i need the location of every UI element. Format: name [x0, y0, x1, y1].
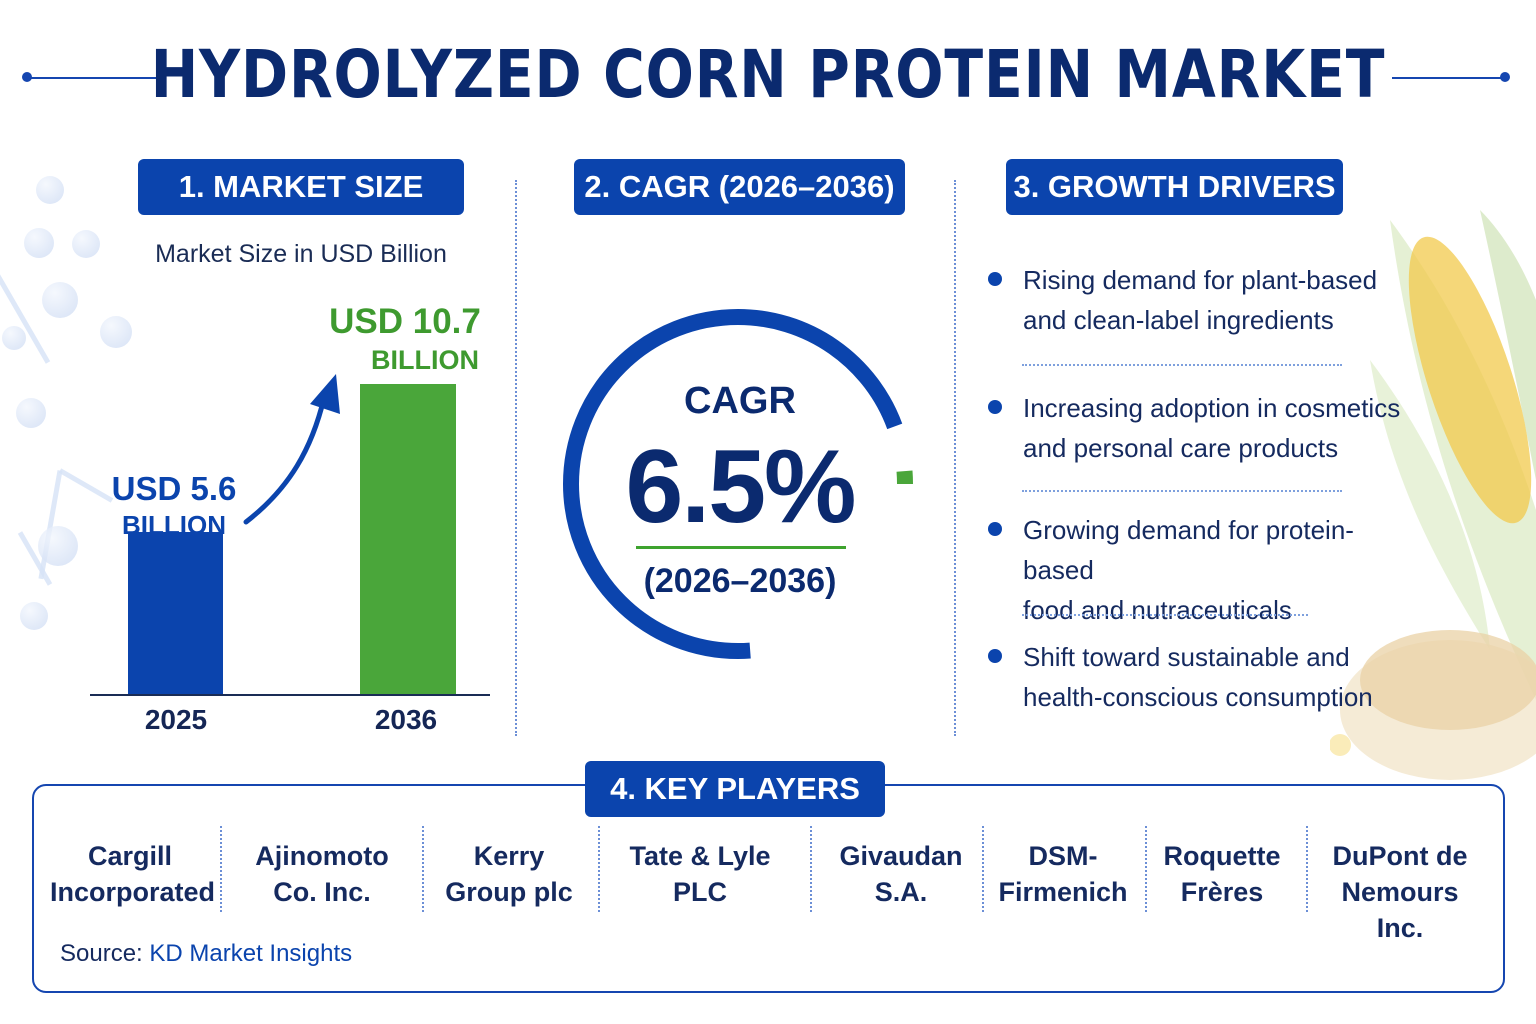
key-player-name: Givaudan S.A. — [828, 838, 974, 910]
driver-line: and personal care products — [1023, 433, 1339, 463]
key-players-panel — [32, 784, 1505, 993]
cagr-ring-primary-arc — [563, 309, 913, 659]
key-player-line: DSM- — [1028, 841, 1098, 871]
chart-subtitle: Market Size in USD Billion — [155, 240, 447, 268]
driver-line: health-conscious consumption — [1023, 682, 1373, 712]
molecule-decoration — [0, 170, 140, 640]
key-player-line: Co. Inc. — [273, 877, 371, 907]
section-header-market-size: 1. MARKET SIZE — [138, 159, 464, 215]
key-player-line: Givaudan — [839, 841, 963, 871]
key-player-divider — [598, 826, 600, 912]
driver-item: Rising demand for plant-based and clean-l… — [986, 260, 1426, 342]
x-axis-line — [90, 694, 490, 696]
key-player-name: Ajinomoto Co. Inc. — [240, 838, 404, 910]
bar-data-label-2036: USD 10.7 BILLION — [320, 300, 490, 378]
key-player-line: Tate & Lyle — [629, 841, 771, 871]
key-player-line: Ajinomoto — [255, 841, 389, 871]
key-player-line: Incorporated — [50, 877, 216, 907]
bar-label-value: USD 5.6 — [111, 470, 237, 507]
page-title: HYDROLYZED CORN PROTEIN MARKET — [150, 36, 1386, 113]
driver-line: and clean-label ingredients — [1023, 305, 1334, 335]
key-player-line: Roquette — [1163, 841, 1281, 871]
key-player-divider — [1145, 826, 1147, 912]
key-player-divider — [810, 826, 812, 912]
source-value: KD Market Insights — [149, 940, 353, 967]
driver-item: Increasing adoption in cosmetics and pers… — [986, 388, 1426, 470]
bullet-icon — [988, 272, 1002, 286]
key-player-name: DuPont de Nemours Inc. — [1316, 838, 1484, 946]
column-divider — [954, 180, 956, 736]
driver-separator — [1022, 364, 1342, 366]
cagr-ring — [563, 309, 913, 659]
cagr-underline — [636, 546, 846, 549]
key-player-line: Frères — [1180, 877, 1264, 907]
source-label: Source: — [60, 940, 143, 967]
key-player-divider — [982, 826, 984, 912]
driver-line: Shift toward sustainable and — [1023, 642, 1350, 672]
source-note: Source: KD Market Insights — [60, 940, 352, 968]
bullet-icon — [988, 649, 1002, 663]
cagr-ring-accent-arc — [563, 309, 913, 659]
key-player-line: Kerry — [473, 841, 545, 871]
driver-item: Growing demand for protein-based food and… — [986, 510, 1426, 625]
x-tick-label-2025: 2025 — [144, 704, 208, 735]
growth-arrow-icon — [243, 374, 340, 525]
key-player-line: S.A. — [874, 877, 928, 907]
bar-label-value: USD 10.7 — [329, 302, 481, 341]
cagr-period: (2026–2036) — [643, 562, 837, 600]
title-left-dot — [22, 72, 32, 82]
title-right-dot — [1500, 72, 1510, 82]
bar-data-label-2025: USD 5.6 BILLION — [94, 468, 254, 542]
bar-2036 — [360, 384, 456, 694]
key-player-name: DSM- Firmenich — [992, 838, 1134, 910]
key-player-line: Cargill — [87, 841, 173, 871]
key-player-line: PLC — [673, 877, 727, 907]
key-player-name: Kerry Group plc — [430, 838, 588, 910]
cagr-label: CAGR — [684, 380, 796, 422]
column-divider — [515, 180, 517, 736]
title-right-line — [1392, 77, 1504, 79]
driver-line: Growing demand for protein-based — [1023, 515, 1354, 585]
bullet-icon — [988, 522, 1002, 536]
key-player-line: Nemours Inc. — [1341, 877, 1459, 943]
driver-item: Shift toward sustainable and health-consc… — [986, 637, 1426, 719]
key-player-line: Firmenich — [998, 877, 1128, 907]
driver-line: Increasing adoption in cosmetics — [1023, 393, 1401, 423]
bullet-icon — [988, 400, 1002, 414]
corn-illustration — [1330, 210, 1536, 780]
driver-line: Rising demand for plant-based — [1023, 265, 1378, 295]
key-player-divider — [1306, 826, 1308, 912]
section-header-growth-drivers: 3. GROWTH DRIVERS — [1006, 159, 1343, 215]
key-player-name: Roquette Frères — [1150, 838, 1294, 910]
x-tick-label-2036: 2036 — [374, 704, 438, 735]
driver-separator — [1022, 614, 1308, 616]
section-header-cagr: 2. CAGR (2026–2036) — [574, 159, 905, 215]
cagr-value: 6.5% — [625, 429, 856, 545]
driver-separator — [1022, 490, 1342, 492]
key-player-divider — [422, 826, 424, 912]
key-player-name: Cargill Incorporated — [50, 838, 216, 910]
key-player-name: Tate & Lyle PLC — [610, 838, 790, 910]
title-left-line — [28, 77, 166, 79]
section-header-key-players: 4. KEY PLAYERS — [585, 761, 885, 817]
key-player-line: Group plc — [445, 877, 573, 907]
bar-2025 — [128, 532, 223, 694]
key-player-line: DuPont de — [1332, 841, 1468, 871]
driver-line: food and nutraceuticals — [1023, 595, 1292, 625]
key-player-divider — [220, 826, 222, 912]
bar-label-unit: BILLION — [371, 344, 479, 375]
